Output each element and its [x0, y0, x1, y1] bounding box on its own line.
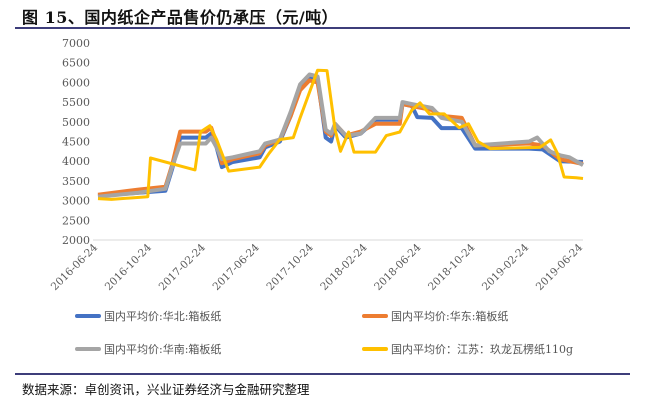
- y-tick-label: 2000: [62, 234, 90, 247]
- legend-item-jiangsu[interactable]: 国内平均价：江苏：玖龙瓦楞纸110g: [362, 341, 573, 357]
- x-tick-label: 2017-06-24: [210, 241, 262, 293]
- x-tick-label: 2019-06-24: [534, 241, 586, 293]
- line-chart: 2000 2500 3000 3500 4000 4500 5000 5500 6000 6500…: [49, 37, 586, 293]
- x-tick-label: 2018-02-24: [318, 241, 370, 293]
- figure-title: 图 15、国内纸企产品售价仍承压（元/吨）: [22, 8, 339, 27]
- y-tick-label: 3500: [62, 175, 90, 188]
- x-tick-label: 2018-06-24: [372, 241, 424, 293]
- x-tick-label: 2016-10-24: [103, 241, 155, 293]
- y-tick-label: 4000: [62, 155, 90, 168]
- legend-swatch: [362, 314, 388, 318]
- y-tick-label: 7000: [62, 37, 90, 50]
- y-tick-label: 6500: [62, 57, 90, 70]
- legend-label: 国内平均价:华东:箱板纸: [391, 310, 509, 323]
- source-note: 数据来源：卓创资讯，兴业证券经济与金融研究整理: [22, 382, 310, 397]
- y-tick-label: 6000: [62, 76, 90, 89]
- legend-swatch: [362, 347, 388, 351]
- y-tick-label: 5000: [62, 116, 90, 129]
- top-divider: [15, 27, 630, 29]
- x-tick-label: 2018-10-24: [426, 241, 478, 293]
- legend-label: 国内平均价:华南:箱板纸: [104, 343, 222, 356]
- legend-label: 国内平均价：江苏：玖龙瓦楞纸110g: [391, 343, 574, 356]
- series-line-0: [97, 74, 584, 198]
- series-line-3: [97, 68, 584, 201]
- legend-swatch: [75, 347, 101, 351]
- legend-item-east[interactable]: 国内平均价:华东:箱板纸: [362, 308, 508, 324]
- x-tick-label: 2017-02-24: [157, 241, 209, 293]
- legend-item-south[interactable]: 国内平均价:华南:箱板纸: [75, 341, 221, 357]
- legend-swatch: [75, 314, 101, 318]
- y-tick-label: 5500: [62, 96, 90, 109]
- y-tick-label: 2500: [62, 214, 90, 227]
- x-tick-label: 2017-10-24: [264, 241, 316, 293]
- x-tick-label: 2019-02-24: [480, 241, 532, 293]
- legend-label: 国内平均价:华北:箱板纸: [104, 310, 222, 323]
- y-tick-label: 4500: [62, 136, 90, 149]
- bottom-divider: [15, 373, 630, 375]
- legend-item-north[interactable]: 国内平均价:华北:箱板纸: [75, 308, 221, 324]
- x-tick-label: 2016-06-24: [49, 241, 101, 293]
- y-tick-label: 3000: [62, 195, 90, 208]
